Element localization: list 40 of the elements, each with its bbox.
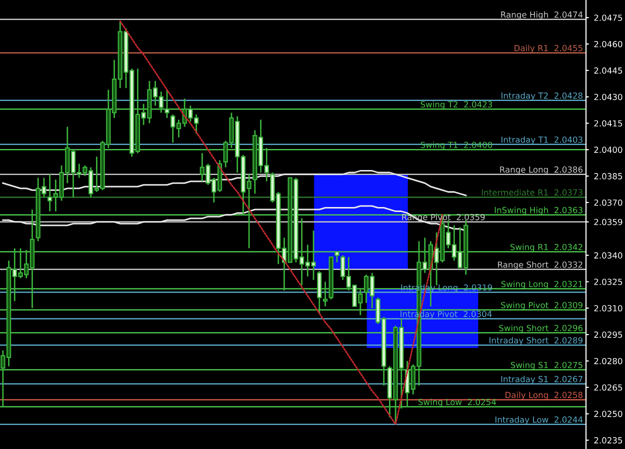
y-tick-label: 2.0475 [594,14,622,21]
ref-line-label: Swing Low 2.0254 [418,398,496,407]
y-tick-label: 2.0325 [594,278,622,286]
y-tick-label: 2.0265 [594,384,622,391]
y-tick-label: 2.0280 [594,358,622,364]
ref-line-label: Swing S1 2.0275 [510,362,582,370]
ref-line-label: Range Short 2.0332 [498,261,582,270]
y-tick-label: 2.0310 [594,305,622,312]
ref-line-label: Swing Short 2.0296 [499,324,583,333]
y-tick-label: 2.0235 [594,437,622,444]
ref-line-label: Daily R1 2.0455 [514,44,582,53]
y-tick-label: 2.0340 [594,252,622,259]
y-tick-label: 2.0385 [594,173,622,180]
ref-line-label: Intraday Short 2.0289 [490,337,582,346]
ref-line-label: Swing Long 2.0321 [501,280,582,289]
ref-line-label: Range Long 2.0386 [500,166,583,174]
y-tick-label: 2.0430 [594,94,622,100]
y-tick-label: 2.0250 [594,410,622,418]
ref-line-label: Intraday S1 2.0267 [501,376,582,384]
y-tick-label: 2.0460 [594,41,622,48]
ref-line-label: Intraday T2 2.0428 [502,92,582,100]
ref-line-label: Intermediate R1 2.0373 [482,189,582,196]
ref-line-label: Intraday Low 2.0244 [496,416,583,424]
line-series [2,170,467,196]
candlestick [322,281,328,308]
ref-line-label: InSwing High 2.0363 [494,206,582,215]
ref-line-label: Daily Long 2.0258 [506,392,582,400]
y-tick-label: 2.0359 [594,218,622,226]
y-tick-label: 2.0370 [594,199,622,206]
ref-line-label: Range High 2.0474 [501,11,583,20]
y-tick-label: 2.0295 [594,332,622,338]
ref-line-label: Intraday T1 2.0403 [502,136,582,144]
candlestick [334,251,340,264]
y-tick-label: 2.0415 [594,120,622,127]
ref-line-label: Swing Pivot 2.0309 [501,302,582,310]
y-tick-label: 2.0445 [594,67,622,74]
ref-line-label: Swing R1 2.0342 [510,244,582,252]
ref-line-label: Swing T2 2.0423 [420,101,492,110]
y-tick-label: 2.0400 [594,146,622,153]
candlestick [164,89,170,119]
